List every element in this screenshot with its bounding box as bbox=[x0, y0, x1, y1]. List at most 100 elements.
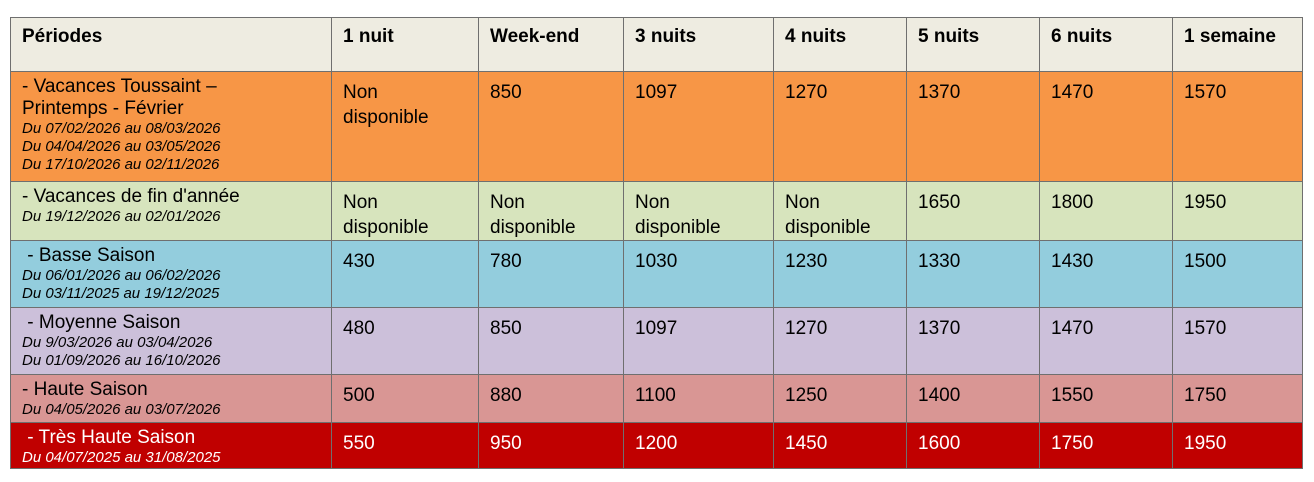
price-value: 850 bbox=[490, 318, 522, 339]
price-cell: 1570 bbox=[1172, 307, 1303, 375]
price-value: disponible bbox=[635, 217, 721, 238]
price-value: 850 bbox=[490, 82, 522, 103]
period-name: Printemps - Février bbox=[22, 98, 184, 119]
price-value: 430 bbox=[343, 251, 375, 272]
price-cell: 500 bbox=[331, 374, 479, 423]
price-cell: Non disponible bbox=[623, 181, 774, 241]
price-cell: 1330 bbox=[906, 240, 1040, 308]
period-date-range: Du 04/05/2026 au 03/07/2026 bbox=[22, 401, 221, 418]
price-cell: 1470 bbox=[1039, 71, 1173, 182]
price-cell: 850 bbox=[478, 71, 624, 182]
table-row: - Très Haute Saison Du 04/07/2025 au 31/0… bbox=[10, 422, 1303, 469]
price-value: 780 bbox=[490, 251, 522, 272]
price-value: Non bbox=[785, 192, 820, 213]
period-date-range: Du 04/07/2025 au 31/08/2025 bbox=[22, 449, 221, 466]
header-week-end: Week-end bbox=[478, 17, 624, 72]
price-value: 1650 bbox=[918, 192, 961, 213]
price-value: 1950 bbox=[1184, 433, 1227, 454]
price-cell: Non disponible bbox=[478, 181, 624, 241]
header-4-nuits: 4 nuits bbox=[773, 17, 907, 72]
price-value: 880 bbox=[490, 385, 522, 406]
price-cell: 1370 bbox=[906, 71, 1040, 182]
price-cell: 1200 bbox=[623, 422, 774, 469]
price-value: Non bbox=[490, 192, 525, 213]
price-value: 1330 bbox=[918, 251, 961, 272]
table-row: - Vacances de fin d'année Du 19/12/2026 a… bbox=[10, 181, 1303, 241]
period-name: - Vacances Toussaint – bbox=[22, 76, 217, 97]
price-value: 550 bbox=[343, 433, 375, 454]
price-cell: 1570 bbox=[1172, 71, 1303, 182]
price-cell: 1097 bbox=[623, 307, 774, 375]
price-cell: 1800 bbox=[1039, 181, 1173, 241]
price-value: disponible bbox=[785, 217, 871, 238]
period-date-range: Du 07/02/2026 au 08/03/2026 bbox=[22, 120, 221, 137]
header-1-semaine: 1 semaine bbox=[1172, 17, 1303, 72]
header-3-nuits: 3 nuits bbox=[623, 17, 774, 72]
price-value: 1430 bbox=[1051, 251, 1094, 272]
table-row: - Moyenne Saison Du 9/03/2026 au 03/04/20… bbox=[10, 307, 1303, 375]
price-cell: 1430 bbox=[1039, 240, 1173, 308]
price-value: Non bbox=[635, 192, 670, 213]
price-value: 1097 bbox=[635, 82, 678, 103]
price-cell: 1550 bbox=[1039, 374, 1173, 423]
period-date-range: Du 9/03/2026 au 03/04/2026 bbox=[22, 334, 213, 351]
price-cell: 1750 bbox=[1172, 374, 1303, 423]
price-value: disponible bbox=[343, 107, 429, 128]
price-value: 1750 bbox=[1051, 433, 1094, 454]
price-value: 500 bbox=[343, 385, 375, 406]
price-cell: 550 bbox=[331, 422, 479, 469]
price-value: 1570 bbox=[1184, 318, 1227, 339]
price-value: 1950 bbox=[1184, 192, 1227, 213]
price-cell: 1270 bbox=[773, 307, 907, 375]
price-value: 1270 bbox=[785, 318, 828, 339]
period-name: - Moyenne Saison bbox=[22, 312, 181, 333]
price-cell: 1950 bbox=[1172, 422, 1303, 469]
price-cell: 1100 bbox=[623, 374, 774, 423]
price-value: 1250 bbox=[785, 385, 828, 406]
period-date-range: Du 19/12/2026 au 02/01/2026 bbox=[22, 208, 221, 225]
period-cell: - Vacances Toussaint – Printemps - Févrie… bbox=[10, 71, 332, 182]
price-cell: 1650 bbox=[906, 181, 1040, 241]
price-value: 1097 bbox=[635, 318, 678, 339]
header-5-nuits: 5 nuits bbox=[906, 17, 1040, 72]
period-name: - Très Haute Saison bbox=[22, 427, 196, 448]
price-value: 1400 bbox=[918, 385, 961, 406]
price-value: 1800 bbox=[1051, 192, 1094, 213]
period-cell: - Moyenne Saison Du 9/03/2026 au 03/04/20… bbox=[10, 307, 332, 375]
table-row: - Basse Saison Du 06/01/2026 au 06/02/202… bbox=[10, 240, 1303, 308]
price-cell: Non disponible bbox=[773, 181, 907, 241]
price-value: 1100 bbox=[635, 385, 676, 406]
price-value: disponible bbox=[343, 217, 429, 238]
price-cell: 430 bbox=[331, 240, 479, 308]
price-value: 1470 bbox=[1051, 82, 1094, 103]
price-value: 1470 bbox=[1051, 318, 1094, 339]
price-cell: 1097 bbox=[623, 71, 774, 182]
price-cell: 1750 bbox=[1039, 422, 1173, 469]
price-value: 1370 bbox=[918, 82, 961, 103]
price-value: 1270 bbox=[785, 82, 828, 103]
price-value: 1370 bbox=[918, 318, 961, 339]
price-cell: Non disponible bbox=[331, 181, 479, 241]
price-cell: 1230 bbox=[773, 240, 907, 308]
price-cell: 1500 bbox=[1172, 240, 1303, 308]
price-cell: Non disponible bbox=[331, 71, 479, 182]
period-cell: - Très Haute Saison Du 04/07/2025 au 31/0… bbox=[10, 422, 332, 469]
period-date-range: Du 03/11/2025 au 19/12/2025 bbox=[22, 285, 220, 302]
price-cell: 880 bbox=[478, 374, 624, 423]
price-value: disponible bbox=[490, 217, 576, 238]
period-date-range: Du 17/10/2026 au 02/11/2026 bbox=[22, 156, 220, 173]
price-cell: 1030 bbox=[623, 240, 774, 308]
price-value: 1750 bbox=[1184, 385, 1227, 406]
price-cell: 950 bbox=[478, 422, 624, 469]
price-value: 1030 bbox=[635, 251, 678, 272]
price-cell: 1270 bbox=[773, 71, 907, 182]
price-value: 1600 bbox=[918, 433, 961, 454]
period-date-range: Du 06/01/2026 au 06/02/2026 bbox=[22, 267, 221, 284]
period-name: - Haute Saison bbox=[22, 379, 148, 400]
price-cell: 1600 bbox=[906, 422, 1040, 469]
price-value: 1550 bbox=[1051, 385, 1094, 406]
pricing-table: Périodes 1 nuit Week-end 3 nuits 4 nuits… bbox=[10, 17, 1303, 469]
period-cell: - Basse Saison Du 06/01/2026 au 06/02/202… bbox=[10, 240, 332, 308]
price-cell: 780 bbox=[478, 240, 624, 308]
price-value: 480 bbox=[343, 318, 375, 339]
